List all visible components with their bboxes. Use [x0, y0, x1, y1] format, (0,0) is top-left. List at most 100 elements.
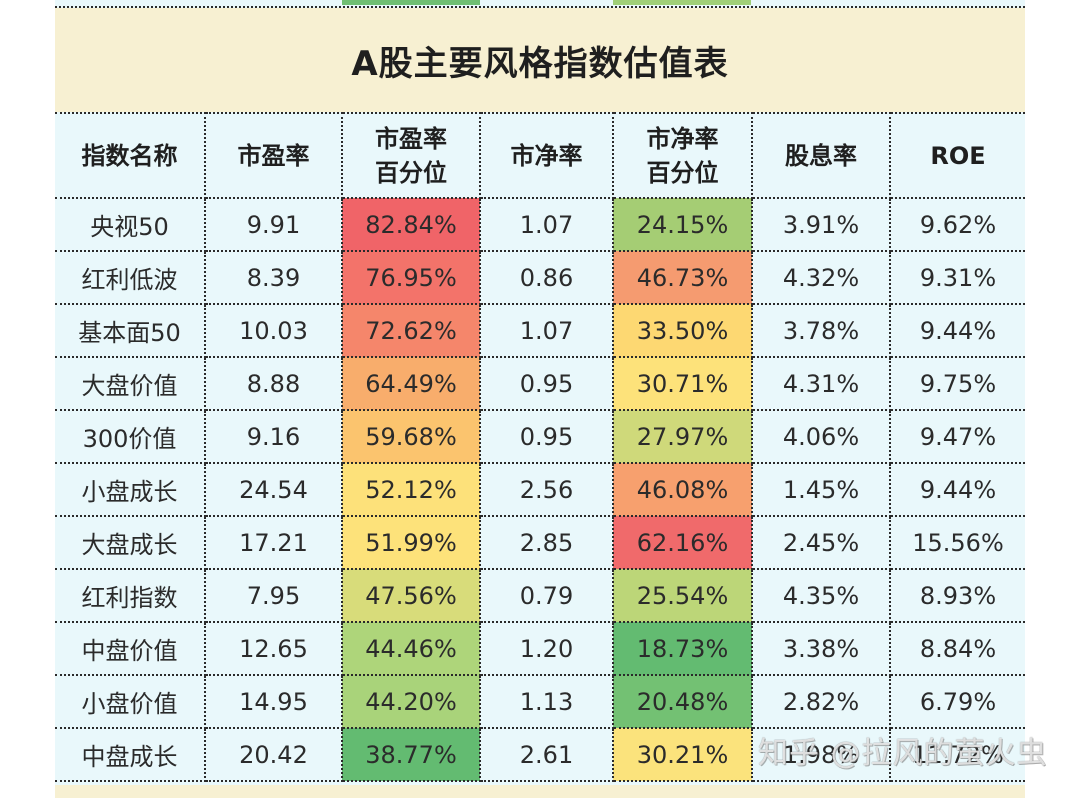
valuation-table-sheet: A股主要风格指数估值表 指数名称 市盈率 市盈率 百分位 市净率 市净率 百分位…: [55, 0, 1025, 798]
cell-pb-percentile: 62.16%: [612, 515, 753, 570]
cell-dividend-yield: 2.82%: [751, 674, 891, 729]
table-row: 基本面50 10.03 72.62% 1.07 33.50% 3.78% 9.4…: [55, 303, 1025, 358]
cell-pe-percentile: 82.84%: [341, 197, 481, 252]
cell-index-name: 小盘价值: [55, 674, 206, 729]
cell-pb: 1.07: [479, 197, 614, 252]
cell-pb-percentile: 46.08%: [612, 462, 753, 517]
cell-pb-percentile: 27.97%: [612, 409, 753, 464]
cell-roe: 9.44%: [889, 462, 1025, 517]
cell-pe-percentile: 47.56%: [341, 568, 481, 623]
title-band: A股主要风格指数估值表: [55, 8, 1025, 112]
cell-index-name: 中盘成长: [55, 727, 206, 782]
cell-dividend-yield: 1.98%: [751, 727, 891, 782]
cell-pb: 1.20: [479, 621, 614, 676]
cell-roe: 15.56%: [889, 515, 1025, 570]
cell-pb-percentile: 24.15%: [612, 197, 753, 252]
cell-pe: 17.21: [204, 515, 343, 570]
header-index-name: 指数名称: [55, 112, 206, 199]
table-row: 小盘成长 24.54 52.12% 2.56 46.08% 1.45% 9.44…: [55, 462, 1025, 517]
table-row: 大盘成长 17.21 51.99% 2.85 62.16% 2.45% 15.5…: [55, 515, 1025, 570]
cell-pe-percentile: 44.46%: [341, 621, 481, 676]
cell-dividend-yield: 4.06%: [751, 409, 891, 464]
cell-roe: 9.47%: [889, 409, 1025, 464]
cell-index-name: 基本面50: [55, 303, 206, 358]
table-row: 大盘价值 8.88 64.49% 0.95 30.71% 4.31% 9.75%: [55, 356, 1025, 411]
cell-pb-percentile: 33.50%: [612, 303, 753, 358]
cell-dividend-yield: 3.91%: [751, 197, 891, 252]
cell-roe: 11.72%: [889, 727, 1025, 782]
header-pb: 市净率: [479, 112, 614, 199]
cell-index-name: 300价值: [55, 409, 206, 464]
previous-row-strip: [55, 0, 1025, 8]
cell-index-name: 大盘成长: [55, 515, 206, 570]
cell-pe-percentile: 38.77%: [341, 727, 481, 782]
cell-dividend-yield: 3.38%: [751, 621, 891, 676]
cell-index-name: 央视50: [55, 197, 206, 252]
cell-dividend-yield: 3.78%: [751, 303, 891, 358]
cell-pb-percentile: 46.73%: [612, 250, 753, 305]
table-row: 中盘成长 20.42 38.77% 2.61 30.21% 1.98% 11.7…: [55, 727, 1025, 782]
previous-row-pe-pct-cell: [342, 0, 480, 5]
cell-pe-percentile: 59.68%: [341, 409, 481, 464]
cell-pb-percentile: 18.73%: [612, 621, 753, 676]
cell-pb: 2.61: [479, 727, 614, 782]
cell-pe: 9.16: [204, 409, 343, 464]
table-title: A股主要风格指数估值表: [351, 43, 729, 84]
cell-pe: 20.42: [204, 727, 343, 782]
cell-pb: 1.07: [479, 303, 614, 358]
cell-dividend-yield: 4.31%: [751, 356, 891, 411]
cell-dividend-yield: 4.32%: [751, 250, 891, 305]
cell-roe: 8.93%: [889, 568, 1025, 623]
header-pb-percentile-line2: 百分位: [646, 158, 719, 187]
cell-pb-percentile: 25.54%: [612, 568, 753, 623]
cell-roe: 9.75%: [889, 356, 1025, 411]
cell-dividend-yield: 4.35%: [751, 568, 891, 623]
cell-pe-percentile: 64.49%: [341, 356, 481, 411]
cell-pb: 2.56: [479, 462, 614, 517]
cell-pe: 9.91: [204, 197, 343, 252]
cell-pe-percentile: 44.20%: [341, 674, 481, 729]
cell-roe: 6.79%: [889, 674, 1025, 729]
cell-pe: 7.95: [204, 568, 343, 623]
table-row: 中盘价值 12.65 44.46% 1.20 18.73% 3.38% 8.84…: [55, 621, 1025, 676]
cell-dividend-yield: 2.45%: [751, 515, 891, 570]
table-row: 小盘价值 14.95 44.20% 1.13 20.48% 2.82% 6.79…: [55, 674, 1025, 729]
cell-index-name: 小盘成长: [55, 462, 206, 517]
header-pe: 市盈率: [204, 112, 343, 199]
cell-pe: 12.65: [204, 621, 343, 676]
cell-pb: 0.95: [479, 356, 614, 411]
cell-pb: 0.86: [479, 250, 614, 305]
cell-index-name: 红利指数: [55, 568, 206, 623]
cell-roe: 9.31%: [889, 250, 1025, 305]
header-roe: ROE: [889, 112, 1025, 199]
cell-roe: 9.44%: [889, 303, 1025, 358]
header-pe-percentile-line1: 市盈率: [375, 124, 447, 153]
table-row: 红利低波 8.39 76.95% 0.86 46.73% 4.32% 9.31%: [55, 250, 1025, 305]
cell-index-name: 中盘价值: [55, 621, 206, 676]
table-row: 红利指数 7.95 47.56% 0.79 25.54% 4.35% 8.93%: [55, 568, 1025, 623]
cell-pe-percentile: 52.12%: [341, 462, 481, 517]
header-pe-percentile-line2: 百分位: [375, 158, 447, 187]
valuation-table: 指数名称 市盈率 市盈率 百分位 市净率 市净率 百分位 股息率 ROE 央视5…: [55, 112, 1025, 782]
cell-dividend-yield: 1.45%: [751, 462, 891, 517]
table-row: 300价值 9.16 59.68% 0.95 27.97% 4.06% 9.47…: [55, 409, 1025, 464]
header-pb-percentile: 市净率 百分位: [612, 112, 753, 199]
cell-pe: 8.39: [204, 250, 343, 305]
cell-pb: 2.85: [479, 515, 614, 570]
cell-pe: 24.54: [204, 462, 343, 517]
cell-pe-percentile: 76.95%: [341, 250, 481, 305]
cell-roe: 9.62%: [889, 197, 1025, 252]
cell-pe-percentile: 72.62%: [341, 303, 481, 358]
header-pe-percentile: 市盈率 百分位: [341, 112, 481, 199]
cell-pe: 14.95: [204, 674, 343, 729]
previous-row-pb-pct-cell: [613, 0, 751, 5]
cell-pb: 0.95: [479, 409, 614, 464]
cell-pb-percentile: 20.48%: [612, 674, 753, 729]
cell-pb: 1.13: [479, 674, 614, 729]
header-pb-percentile-line1: 市净率: [646, 124, 719, 153]
cell-roe: 8.84%: [889, 621, 1025, 676]
header-row: 指数名称 市盈率 市盈率 百分位 市净率 市净率 百分位 股息率 ROE: [55, 112, 1025, 199]
cell-pe: 8.88: [204, 356, 343, 411]
bottom-band: [55, 785, 1025, 798]
cell-pb-percentile: 30.71%: [612, 356, 753, 411]
